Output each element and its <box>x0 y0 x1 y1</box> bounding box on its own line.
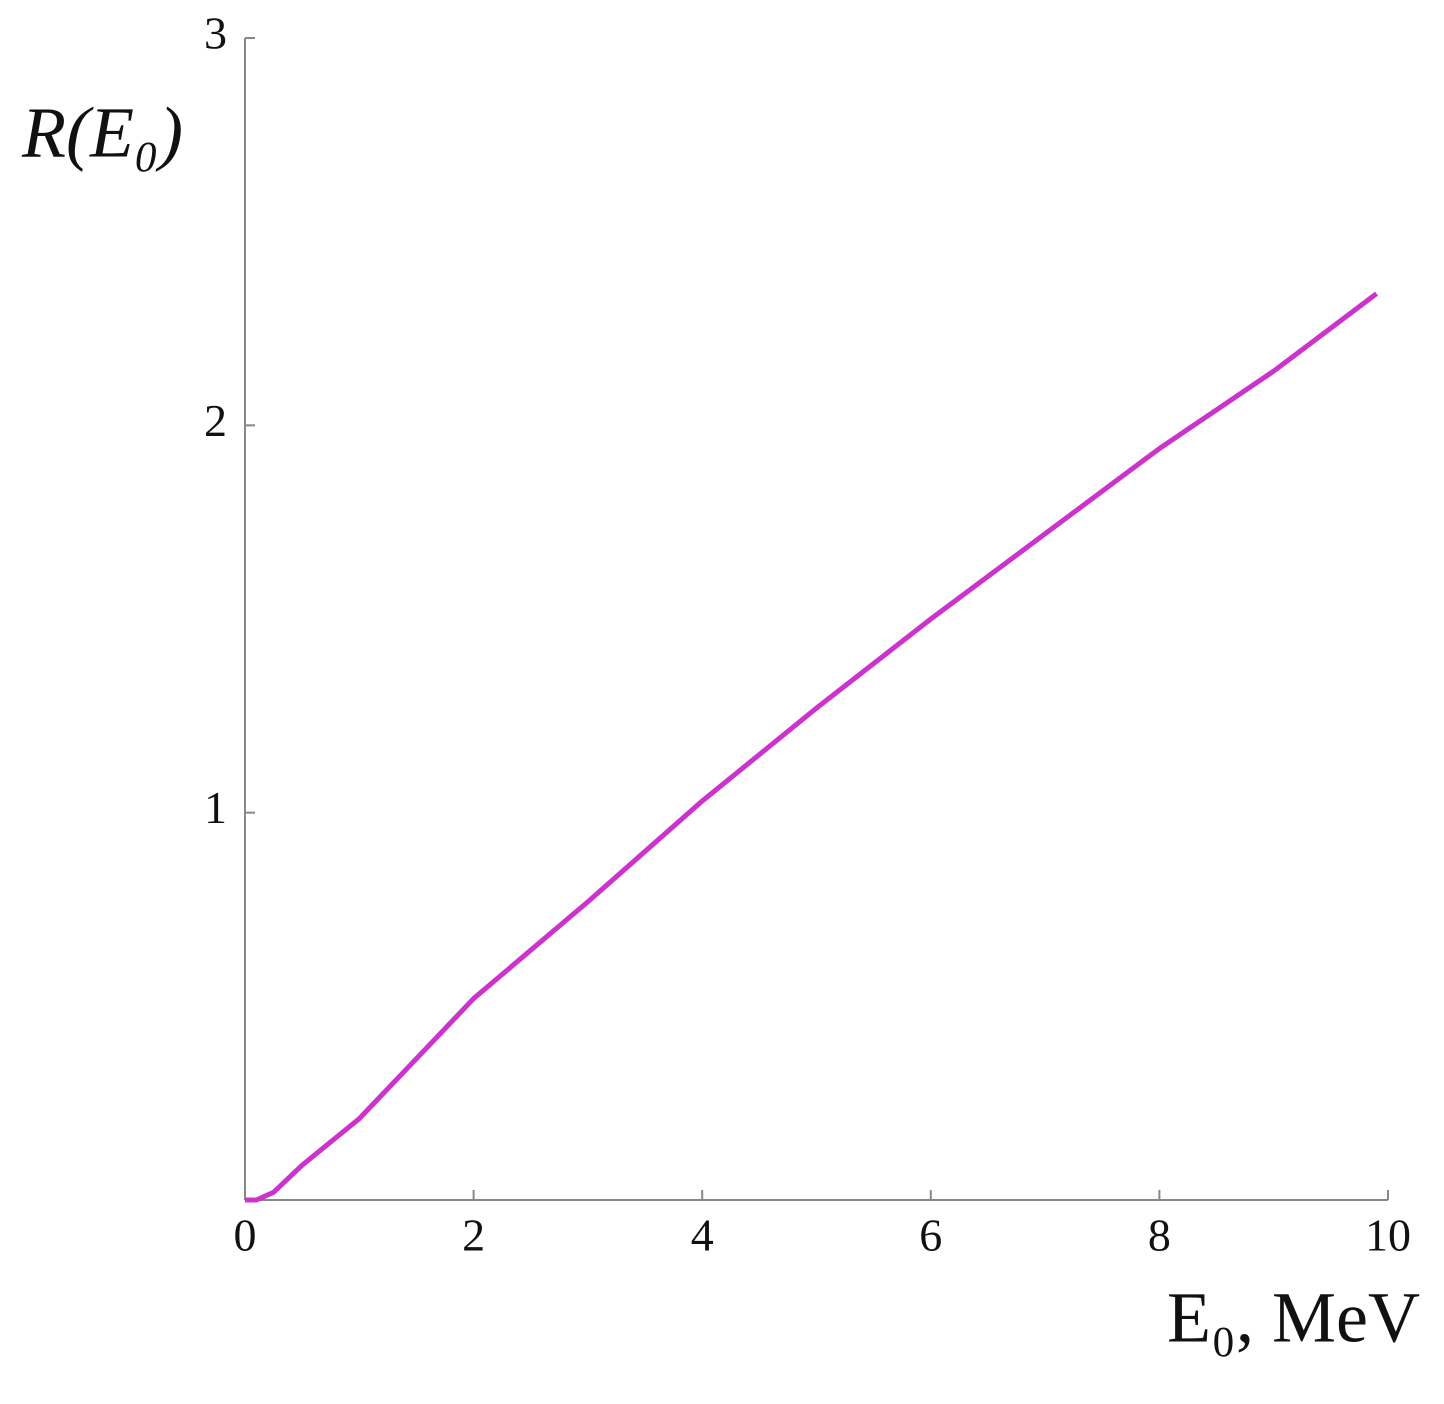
x-tick-label: 8 <box>1148 1210 1171 1261</box>
x-tick-label: 4 <box>691 1210 714 1261</box>
y-axis-title: R(E₀) <box>21 93 183 173</box>
x-tick-label: 2 <box>462 1210 485 1261</box>
y-tick-label: 1 <box>204 782 227 833</box>
x-axis-title: E₀, MeV <box>1167 1278 1420 1358</box>
y-tick-label: 2 <box>204 395 227 446</box>
x-tick-label: 10 <box>1365 1210 1411 1261</box>
x-tick-label: 6 <box>919 1210 942 1261</box>
x-tick-label: 0 <box>234 1210 257 1261</box>
y-tick-label: 3 <box>204 8 227 59</box>
line-series <box>245 291 1379 1203</box>
